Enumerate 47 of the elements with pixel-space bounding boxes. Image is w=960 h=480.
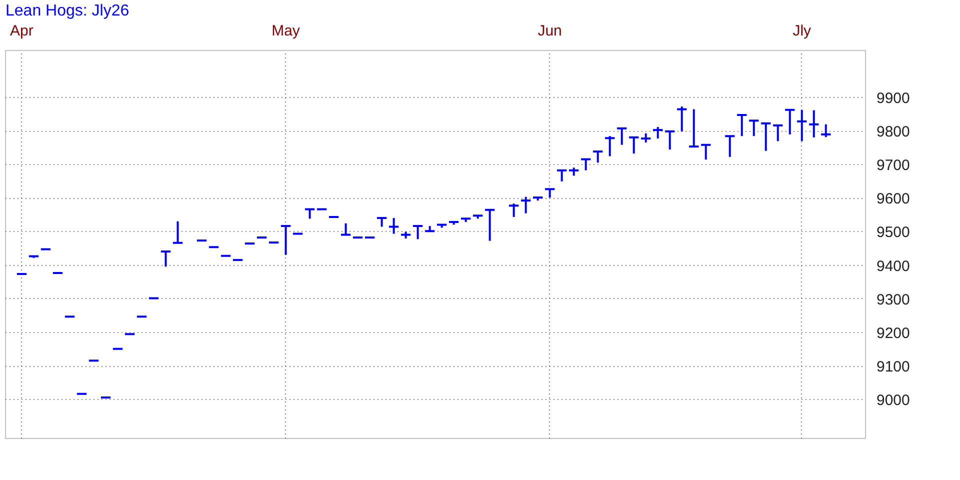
candlestick — [508, 202, 520, 218]
candlestick — [160, 250, 172, 268]
candlestick — [640, 132, 652, 144]
candlestick — [592, 150, 604, 164]
candlestick — [652, 126, 664, 140]
candlestick — [772, 124, 784, 142]
x-tick-label: May — [272, 22, 300, 40]
candlestick — [760, 122, 772, 152]
candlestick — [748, 120, 760, 138]
candlestick — [280, 225, 292, 256]
candlestick — [808, 109, 820, 138]
y-tick-label: 9400 — [876, 258, 910, 275]
y-tick-label: 9300 — [876, 291, 910, 308]
candlestick — [784, 108, 796, 136]
candlestick — [676, 106, 688, 132]
y-tick-label: 9000 — [876, 392, 910, 410]
candlestick — [628, 136, 640, 155]
candlestick — [724, 135, 736, 158]
x-tick-label: Jun — [538, 22, 562, 40]
y-tick-label: 9700 — [876, 157, 910, 174]
candlestick — [580, 158, 592, 172]
y-tick-label: 9600 — [876, 190, 910, 208]
candlestick — [412, 225, 424, 240]
candlestick — [820, 123, 832, 138]
candlestick — [664, 130, 676, 151]
candlestick — [484, 208, 496, 242]
candlestick — [544, 188, 556, 199]
candlestick — [172, 220, 184, 244]
y-tick-label: 9800 — [876, 124, 910, 141]
y-tick-label: 9200 — [876, 324, 910, 342]
candlestick — [700, 144, 712, 161]
candlestick — [796, 108, 808, 142]
x-tick-label: Apr — [10, 22, 34, 40]
candlestick — [556, 169, 568, 182]
candlestick — [604, 135, 616, 158]
chart-title: Lean Hogs: Jly26 — [6, 2, 130, 20]
y-tick-label: 9500 — [876, 224, 910, 242]
y-tick-label: 9100 — [876, 358, 910, 376]
candlestick — [616, 127, 628, 146]
x-tick-label: Jly — [792, 22, 812, 40]
candlestick — [736, 114, 748, 138]
y-tick-label: 9900 — [876, 90, 910, 107]
candlestick — [520, 196, 532, 214]
candlestick — [388, 216, 400, 235]
candlestick — [688, 108, 700, 148]
candlestick — [340, 222, 352, 236]
candlestick — [304, 208, 316, 220]
